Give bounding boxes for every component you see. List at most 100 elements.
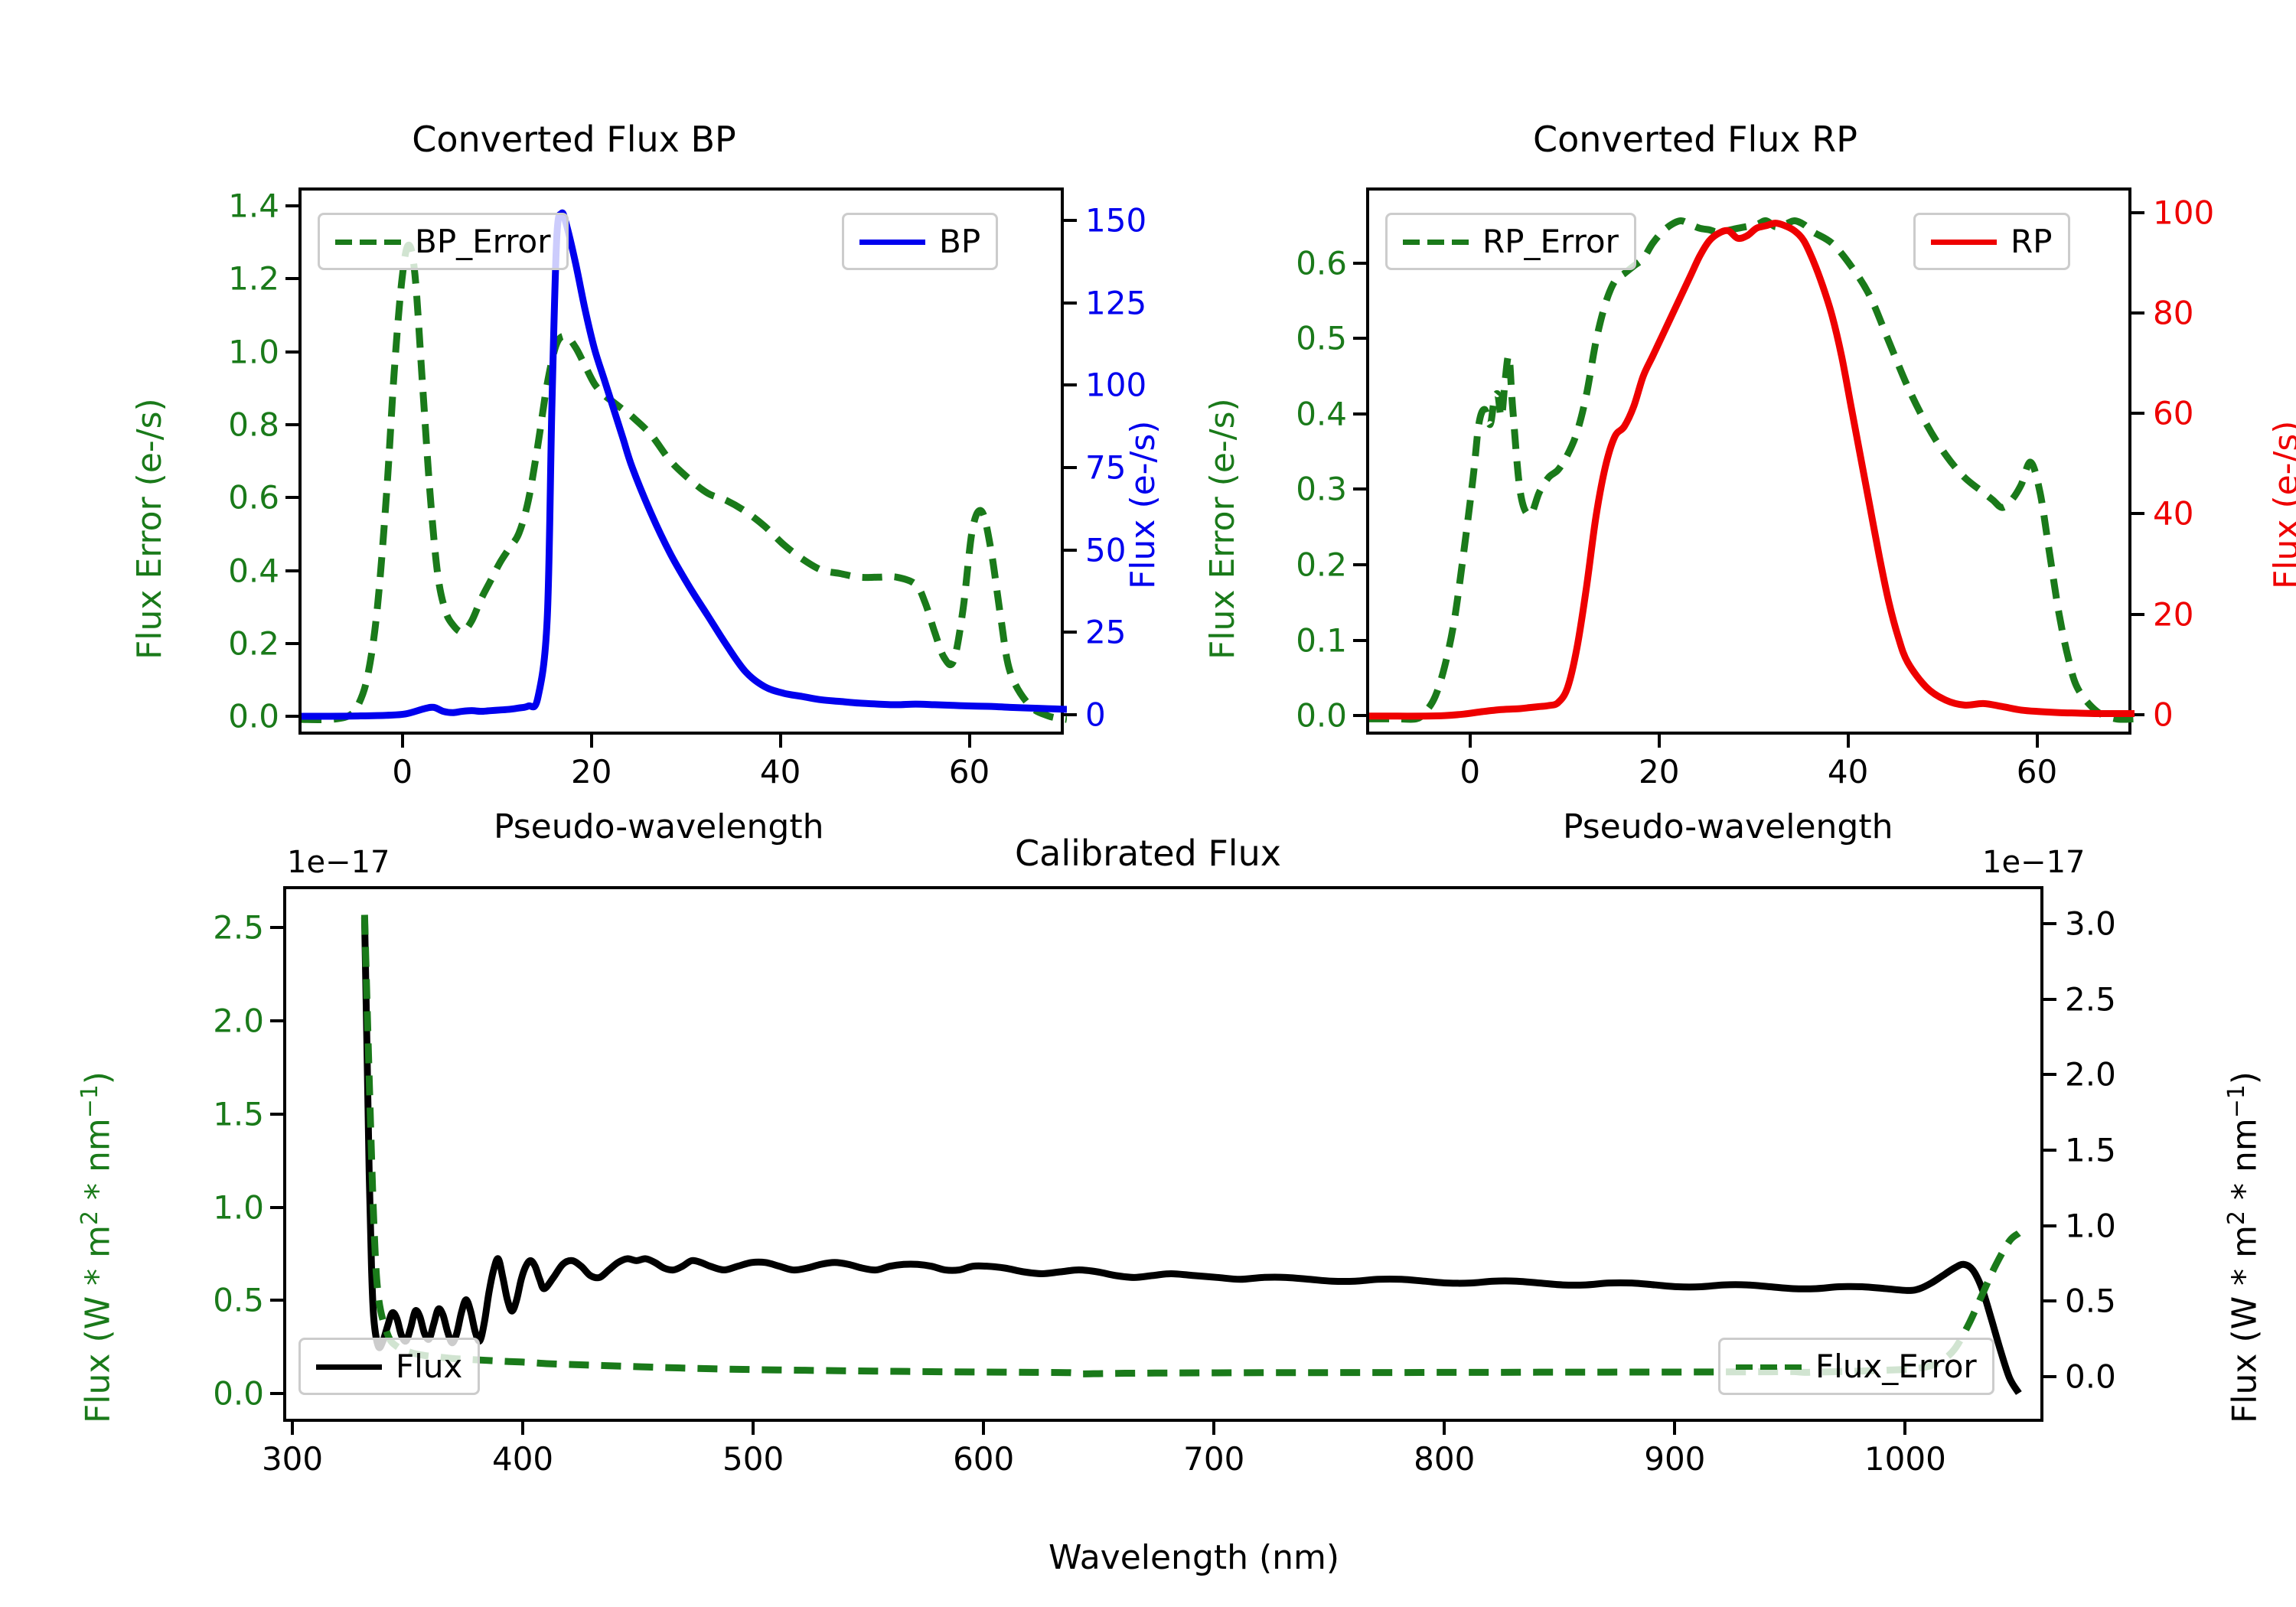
calibrated-legend-flux[interactable]: Flux xyxy=(298,1338,481,1395)
bp-left-tickmark xyxy=(285,204,298,207)
cal-xtick: 300 xyxy=(261,1440,324,1478)
bp-right-ytick: 150 xyxy=(1085,201,1147,240)
bp-error-legend-label: BP_Error xyxy=(415,223,551,260)
bp-xtick: 0 xyxy=(392,753,413,790)
calibrated-legend-flux-error[interactable]: Flux_Error xyxy=(1718,1338,1994,1395)
bp-xlabel: Pseudo-wavelength xyxy=(494,807,824,846)
bp-xtick: 60 xyxy=(948,753,990,790)
cal-flux-legend-label: Flux xyxy=(396,1348,463,1385)
rp-x-tickmark xyxy=(1846,735,1850,748)
bp-right-ytick: 125 xyxy=(1085,284,1147,322)
cal-right-tickmark xyxy=(2043,1149,2056,1152)
bp-right-ytick: 100 xyxy=(1085,366,1147,404)
cal-right-tickmark xyxy=(2043,1374,2056,1378)
bp-axes xyxy=(298,187,1067,735)
bp-right-ytick: 25 xyxy=(1085,613,1127,651)
bp-xtick: 40 xyxy=(759,753,801,790)
bp-left-tickmark xyxy=(285,422,298,426)
cal-left-ytick: 2.0 xyxy=(213,1002,264,1040)
cal-right-ylabel-p1: Flux (W * m xyxy=(2225,1225,2265,1423)
cal-x-tickmark xyxy=(752,1422,755,1435)
rp-left-ytick: 0.2 xyxy=(1296,546,1347,584)
bp-right-tickmark xyxy=(1064,383,1077,387)
rp-left-ytick: 0.5 xyxy=(1296,319,1347,357)
bp-left-tickmark xyxy=(285,277,298,281)
cal-left-ytick: 1.5 xyxy=(213,1095,264,1133)
bp-right-tickmark xyxy=(1064,548,1077,552)
series-rp xyxy=(1369,220,2135,720)
cal-left-ylabel-sup2: −1 xyxy=(77,1084,103,1119)
cal-x-tickmark xyxy=(521,1422,525,1435)
calibrated-xlabel: Wavelength (nm) xyxy=(1049,1538,1340,1577)
rp-legend-error[interactable]: RP_Error xyxy=(1385,213,1636,270)
rp-left-ytick: 0.1 xyxy=(1296,621,1347,660)
rp-right-tickmark xyxy=(2131,512,2144,516)
bp-right-tickmark xyxy=(1064,631,1077,634)
bp-x-tickmark xyxy=(589,735,593,748)
panel-calibrated-flux: Calibrated Flux 1e−17 1e−17 0.0 0.5 1.0 1.5… xyxy=(0,811,2296,1607)
cal-left-ylabel-p1: Flux (W * m xyxy=(78,1225,118,1423)
cal-right-ylabel-mid: * nm xyxy=(2225,1118,2265,1211)
series-flux xyxy=(360,917,2022,1396)
series-flux_error xyxy=(360,914,2021,1377)
cal-right-ytick: 1.5 xyxy=(2065,1131,2116,1169)
rp-legend-flux[interactable]: RP xyxy=(1913,213,2070,270)
rp-left-tickmark xyxy=(1353,337,1366,341)
cal-xtick: 800 xyxy=(1414,1440,1476,1478)
calibrated-right-ylabel: Flux (W * m2 * nm−1) xyxy=(2223,1071,2265,1423)
cal-left-ytick: 2.5 xyxy=(213,908,264,947)
cal-xtick: 500 xyxy=(722,1440,784,1478)
cal-right-ytick: 0.0 xyxy=(2065,1358,2116,1396)
cal-left-tickmark xyxy=(270,1112,283,1116)
rp-left-ytick: 0.6 xyxy=(1296,244,1347,282)
rp-xtick: 20 xyxy=(1638,753,1680,790)
rp-left-ylabel: Flux Error (e-/s) xyxy=(1203,398,1242,660)
rp-xtick: 40 xyxy=(1827,753,1869,790)
rp-left-ytick: 0.0 xyxy=(1296,696,1347,735)
calibrated-axes xyxy=(283,886,2043,1422)
bp-left-tickmark xyxy=(285,496,298,500)
cal-left-ytick: 0.5 xyxy=(213,1281,264,1319)
rp-right-tickmark xyxy=(2131,311,2144,315)
cal-x-tickmark xyxy=(1673,1422,1677,1435)
cal-x-tickmark xyxy=(291,1422,295,1435)
rp-left-tickmark xyxy=(1353,563,1366,567)
rp-left-tickmark xyxy=(1353,714,1366,718)
cal-right-tickmark xyxy=(2043,997,2056,1001)
bp-left-tickmark xyxy=(285,569,298,572)
cal-right-ylabel-sup1: 2 xyxy=(2223,1211,2250,1226)
cal-right-tickmark xyxy=(2043,1224,2056,1227)
calibrated-left-offset: 1e−17 xyxy=(287,845,390,880)
cal-xtick: 600 xyxy=(953,1440,1015,1478)
bp-x-tickmark xyxy=(400,735,404,748)
rp-x-tickmark xyxy=(1657,735,1661,748)
cal-right-tickmark xyxy=(2043,1073,2056,1077)
bp-legend-flux[interactable]: BP xyxy=(842,213,999,270)
cal-right-ytick: 1.0 xyxy=(2065,1207,2116,1245)
cal-left-tickmark xyxy=(270,1299,283,1302)
rp-left-ytick: 0.4 xyxy=(1296,395,1347,433)
cal-right-ylabel-suffix: ) xyxy=(2225,1071,2265,1085)
cal-x-tickmark xyxy=(982,1422,986,1435)
bp-right-tickmark xyxy=(1064,466,1077,470)
rp-right-ylabel: Flux (e-/s) xyxy=(2267,420,2296,589)
cal-right-ytick: 2.0 xyxy=(2065,1055,2116,1094)
bp-left-ytick: 0.8 xyxy=(228,406,279,444)
cal-left-tickmark xyxy=(270,1205,283,1209)
calibrated-left-ylabel: Flux (W * m2 * nm−1) xyxy=(77,1071,118,1423)
rp-right-ytick: 60 xyxy=(2153,394,2194,432)
bp-right-ytick: 75 xyxy=(1085,448,1127,487)
bp-title: Converted Flux BP xyxy=(412,119,736,160)
bp-left-ylabel: Flux Error (e-/s) xyxy=(130,398,169,660)
rp-left-tickmark xyxy=(1353,412,1366,416)
rp-right-tickmark xyxy=(2131,210,2144,214)
rp-title: Converted Flux RP xyxy=(1533,119,1857,160)
rp-right-ytick: 0 xyxy=(2153,696,2174,734)
rp-left-tickmark xyxy=(1353,638,1366,642)
rp-xtick: 60 xyxy=(2016,753,2058,790)
bp-xtick: 20 xyxy=(570,753,612,790)
bp-right-tickmark xyxy=(1064,301,1077,305)
bp-flux-legend-label: BP xyxy=(939,223,981,260)
bp-legend-error[interactable]: BP_Error xyxy=(318,213,569,270)
